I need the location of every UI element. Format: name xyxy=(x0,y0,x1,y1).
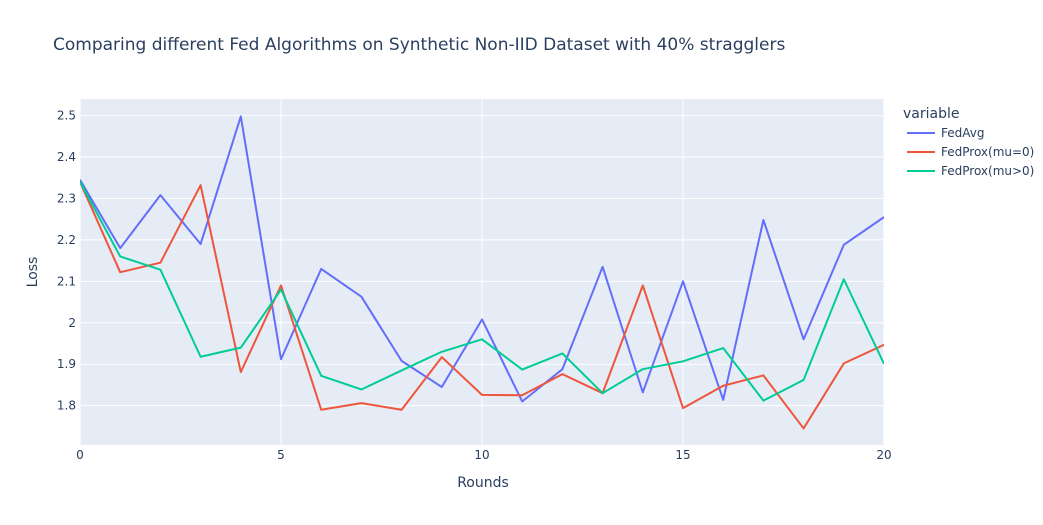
x-axis-title: Rounds xyxy=(457,475,509,491)
y-tick-label: 2.5 xyxy=(57,109,76,123)
y-tick-label: 1.8 xyxy=(57,399,76,413)
y-tick-label: 2.4 xyxy=(57,150,76,164)
y-tick-label: 2.1 xyxy=(57,274,76,288)
y-tick-label: 2 xyxy=(68,316,76,330)
series-lines xyxy=(80,115,884,430)
series-line-fedprox-mu-0[interactable] xyxy=(80,181,884,430)
x-tick-label: 0 xyxy=(76,448,84,462)
y-tick-label: 2.3 xyxy=(57,191,76,205)
x-tick-label: 10 xyxy=(474,448,489,462)
legend-item[interactable]: FedProx(mu=0) xyxy=(907,145,1034,159)
chart-title: Comparing different Fed Algorithms on Sy… xyxy=(53,35,785,55)
x-tick-label: 5 xyxy=(277,448,285,462)
legend-label: FedProx(mu=0) xyxy=(941,145,1034,159)
axis-ticks: 1.8 1.9 2 2.1 2.2 2.3 2.4 2.5 0 5 10 15 20 xyxy=(57,109,892,462)
legend-title: variable xyxy=(903,106,959,122)
y-tick-label: 2.2 xyxy=(57,233,76,247)
legend[interactable]: variable FedAvg FedProx(mu=0) FedProx(mu>0… xyxy=(903,106,1034,178)
series-line-fedavg[interactable] xyxy=(80,115,884,403)
legend-item[interactable]: FedProx(mu>0) xyxy=(907,164,1034,178)
x-tick-label: 15 xyxy=(675,448,690,462)
x-tick-label: 20 xyxy=(876,448,891,462)
legend-item[interactable]: FedAvg xyxy=(907,126,984,140)
series-line-fedprox-mu-0[interactable] xyxy=(80,181,884,402)
legend-label: FedProx(mu>0) xyxy=(941,164,1034,178)
y-axis-title: Loss xyxy=(25,257,41,288)
y-tick-label: 1.9 xyxy=(57,357,76,371)
legend-label: FedAvg xyxy=(941,126,984,140)
